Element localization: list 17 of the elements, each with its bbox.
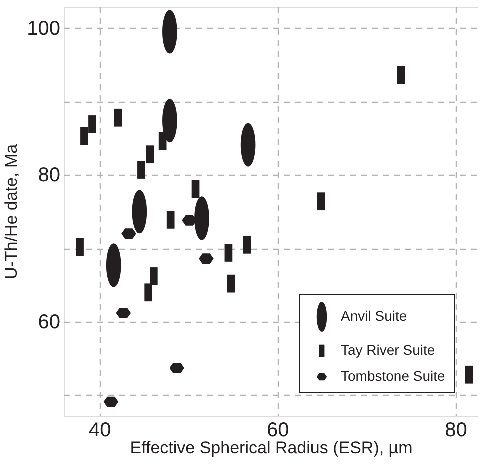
y-tick-label: 100 [27,18,60,40]
y-tick-label: 80 [38,164,60,187]
x-axis-title: Effective Spherical Radius (ESR), µm [130,438,413,458]
legend-label: Anvil Suite [341,308,408,324]
point [182,215,197,226]
point [104,396,119,408]
point [116,308,132,318]
point [122,228,136,240]
x-tick-label: 40 [88,420,112,442]
y-tick-label: 60 [38,312,60,334]
x-tick-label: 80 [445,420,468,442]
point [199,254,214,264]
y-axis-title: U-Th/He date, Ma [2,144,22,280]
point [170,363,184,374]
x-tick-label: 60 [267,420,290,442]
legend-label: Tombstone Suite [341,368,446,384]
legend-label: Tay River Suite [341,342,436,358]
